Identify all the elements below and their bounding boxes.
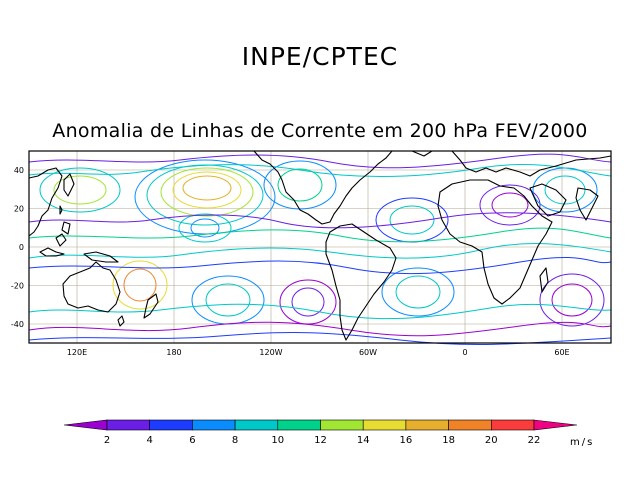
streamline [277,168,323,202]
lon-label: 60W [359,348,377,357]
colorbar-segment [490,419,535,431]
map-gridlines [29,151,611,343]
colorbar-segment [405,419,449,431]
streamline [39,167,121,213]
colorbar-labels: 2 4 6 8 10 12 14 16 18 20 22 m/s [104,435,594,448]
streamline [479,184,541,226]
colorbar-label: 16 [400,435,413,446]
lon-label: 60E [554,348,569,357]
australia-outline [62,261,121,313]
colorbar-segment [149,419,193,431]
streamline [28,163,612,178]
streamline [160,167,254,217]
streamline [28,243,612,259]
colorbar-label: 4 [147,435,153,446]
colorbar-label: 20 [485,435,498,446]
streamline [28,153,612,169]
streamline [551,283,593,317]
japan-outline [63,173,75,197]
colorbar-label: 10 [271,435,284,446]
greenland-outline [411,150,433,157]
colorbar-label: 6 [189,435,195,446]
map-frame [28,150,612,344]
streamline [544,175,586,205]
colorbar-segment [362,419,407,431]
colorbar-units: m/s [570,437,594,448]
streamline [28,332,612,345]
latitude-labels: 40 20 0 -20 -40 [11,166,24,329]
streamline [395,275,441,309]
colorbar-label: 22 [528,435,541,446]
europe-outline [451,150,612,177]
philippines-outline [61,221,71,235]
africa-outline [437,179,553,305]
north-america-outline [253,150,393,225]
taiwan-outline [59,205,63,215]
lat-label: 0 [19,243,24,252]
madagascar-outline [539,267,549,293]
tasmania-outline [117,315,125,327]
streamlines [28,153,612,345]
streamline [381,267,455,317]
map-subtitle: Anomalia de Linhas de Corrente em 200 hP… [52,120,588,142]
lon-label: 120E [67,348,87,357]
colorbar-segment [448,419,492,431]
colorbar-segment [192,419,236,431]
arabia-outline [529,183,567,217]
streamline [28,227,612,243]
streamline [172,171,242,209]
india-outline [575,187,599,221]
streamline [491,192,529,218]
streamline [28,212,612,229]
east-asia-coast [28,167,63,237]
lat-label: -20 [11,282,24,291]
streamline [28,321,612,337]
new-guinea-outline [83,251,119,263]
streamline [539,273,605,327]
lat-label: -40 [11,320,24,329]
streamline [190,218,220,238]
streamline [389,205,435,235]
lon-label: 120W [259,348,282,357]
lon-label: 0 [462,348,467,357]
south-america-outline [325,223,397,341]
colorbar [63,419,578,431]
lat-label: 20 [14,205,24,214]
colorbar-segment [533,419,578,431]
colorbar-segment [234,419,279,431]
streamline [182,175,232,201]
longitude-labels: 120E 180 120W 60W 0 60E [67,348,570,357]
streamline [178,213,232,243]
colorbar-segment [106,419,151,431]
streamline [291,287,325,317]
streamline [53,175,107,205]
streamline [205,283,251,317]
borneo-outline [55,233,67,247]
streamline [112,260,168,310]
colorbar-segment [277,419,321,431]
streamline [123,268,157,302]
colorbar-segment [320,419,364,431]
streamline [28,303,612,320]
colorbar-label: 2 [104,435,110,446]
colorbar-label: 12 [314,435,327,446]
colorbar-segment [63,419,108,431]
lat-label: 40 [14,166,24,175]
indonesia-outline [39,247,65,257]
main-title: INPE/CPTEC [241,42,399,71]
colorbar-label: 18 [442,435,455,446]
colorbar-label: 8 [232,435,238,446]
colorbar-label: 14 [357,435,370,446]
streamline [28,256,612,275]
lon-label: 180 [166,348,181,357]
continent-outlines [28,150,612,341]
new-zealand-outline [143,293,159,319]
